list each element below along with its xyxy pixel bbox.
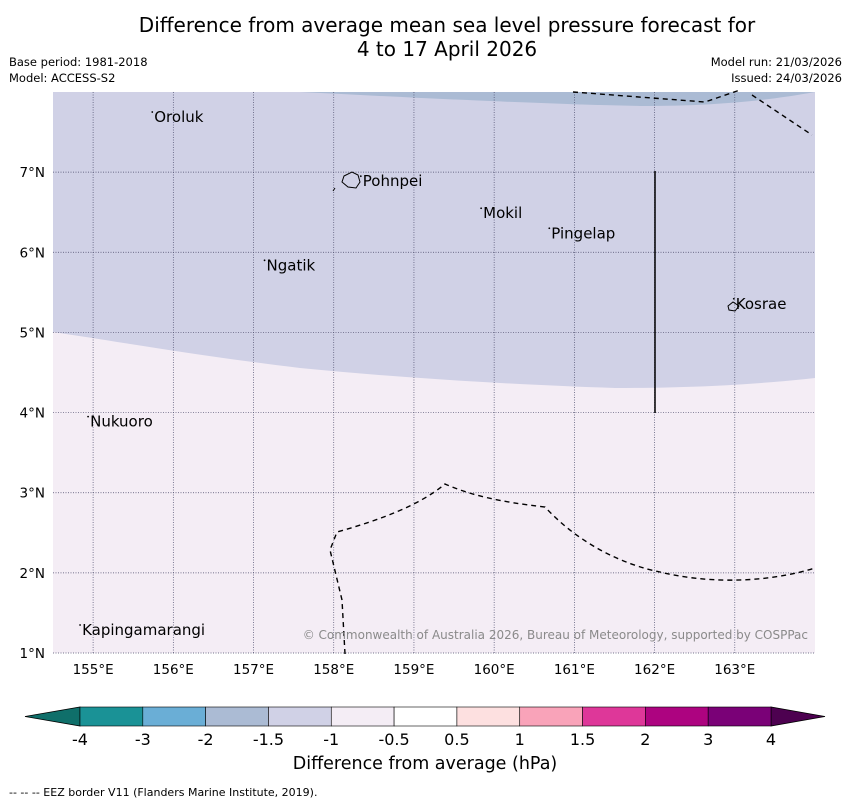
title-line-2: 4 to 17 April 2026 <box>356 37 538 61</box>
longitude-tick-label: 155°E <box>73 662 114 678</box>
colorbar-tick-label: -1.5 <box>253 730 284 749</box>
eez-border-north <box>572 89 741 103</box>
colorbar-segment <box>142 706 206 727</box>
title-line-1: Difference from average mean sea level p… <box>138 13 756 37</box>
place-label: Pohnpei <box>363 172 423 190</box>
latitude-tick-label: 5°N <box>20 325 45 341</box>
latitude-tick-label: 1°N <box>20 646 45 662</box>
fill-minus-2-band <box>300 92 815 106</box>
colorbar-tick-label: -3 <box>135 730 151 749</box>
colorbar-segment <box>393 706 458 727</box>
base-period: Base period: 1981-2018 <box>9 55 148 69</box>
meta-left: Base period: 1981-2018 Model: ACCESS-S2 <box>9 54 148 86</box>
colorbar-tick-label: -2 <box>198 730 214 749</box>
colorbar-tick-label: 0.5 <box>444 730 469 749</box>
place-marker <box>480 207 483 210</box>
latitude-ticks: 7°N 6°N 5°N 4°N 3°N 2°N 1°N <box>20 165 45 662</box>
colorbar-tick-label: 3 <box>703 730 713 749</box>
map-title: Difference from average mean sea level p… <box>0 13 850 61</box>
longitude-ticks: 155°E 156°E 157°E 158°E 159°E 160°E 161°E 162°E… <box>73 662 756 678</box>
longitude-tick-label: 162°E <box>634 662 675 678</box>
colorbar-segment <box>456 706 521 727</box>
place-marker <box>548 227 551 230</box>
colorbar-under-arrow <box>24 706 81 727</box>
colorbar-segment <box>707 706 772 727</box>
colorbar-tick-label: -4 <box>72 730 88 749</box>
colorbar-segment <box>268 706 332 727</box>
map-panel: 155°E 156°E 157°E 158°E 159°E 160°E 161°E 162°E… <box>20 89 816 678</box>
place-label: Ngatik <box>267 256 316 274</box>
colorbar: -4 -3 -2 -1.5 -1 -0.5 0.5 1 1.5 2 3 4 <box>24 706 826 749</box>
longitude-tick-label: 159°E <box>393 662 434 678</box>
place-label: Mokil <box>483 204 522 222</box>
colorbar-segment <box>645 706 709 727</box>
eez-border-northeast <box>751 94 813 136</box>
colorbar-tick-label: 1.5 <box>570 730 595 749</box>
model-run: Model run: 21/03/2026 <box>710 55 842 69</box>
colorbar-over-arrow <box>770 706 826 727</box>
colorbar-segments <box>24 706 826 727</box>
meta-right: Model run: 21/03/2026 Issued: 24/03/2026 <box>711 54 842 86</box>
pohnpei-island <box>341 171 361 189</box>
place-marker <box>79 624 81 626</box>
eez-footnote: -- -- -- EEZ border V11 (Flanders Marine… <box>9 786 318 799</box>
pressure-fill <box>53 92 815 653</box>
island-shapes <box>332 171 740 312</box>
pohnpei-outlier <box>332 187 336 192</box>
colorbar-segment <box>205 706 269 727</box>
colorbar-ticks: -4 -3 -2 -1.5 -1 -0.5 0.5 1 1.5 2 3 4 <box>72 730 776 749</box>
kosrae-island <box>727 301 740 312</box>
place-marker <box>359 175 362 178</box>
colorbar-tick-label: 1 <box>515 730 525 749</box>
eez-border-south <box>329 483 816 655</box>
longitude-tick-label: 161°E <box>554 662 595 678</box>
place-marker <box>87 415 89 418</box>
colorbar-tick-label: -1 <box>323 730 339 749</box>
longitude-tick-label: 157°E <box>233 662 274 678</box>
colorbar-segment <box>519 706 583 727</box>
colorbar-segment <box>582 706 646 727</box>
place-marker <box>732 297 735 300</box>
colorbar-tick-label: 4 <box>766 730 776 749</box>
model-name: Model: ACCESS-S2 <box>9 71 116 85</box>
copyright-notice: © Commonwealth of Australia 2026, Bureau… <box>302 628 808 642</box>
colorbar-segment <box>79 706 144 727</box>
latitude-tick-label: 2°N <box>20 566 45 582</box>
longitude-tick-label: 158°E <box>313 662 354 678</box>
latitude-tick-label: 6°N <box>20 245 45 261</box>
place-marker <box>151 111 154 113</box>
longitude-tick-label: 160°E <box>474 662 515 678</box>
eez-borders <box>329 89 816 655</box>
latitude-tick-label: 7°N <box>20 165 45 181</box>
place-label: Oroluk <box>154 108 203 126</box>
place-label: Kapingamarangi <box>82 621 205 639</box>
fill-minus-1-5-band <box>53 92 815 388</box>
place-label: Nukuoro <box>90 413 153 431</box>
colorbar-tick-label: -0.5 <box>378 730 409 749</box>
longitude-tick-label: 156°E <box>153 662 194 678</box>
colorbar-segment <box>330 706 395 727</box>
place-marker <box>263 259 266 262</box>
longitude-tick-label: 163°E <box>714 662 755 678</box>
latitude-tick-label: 4°N <box>20 406 45 422</box>
latitude-tick-label: 3°N <box>20 486 45 502</box>
colorbar-label: Difference from average (hPa) <box>292 754 558 774</box>
issued-date: Issued: 24/03/2026 <box>731 71 842 85</box>
place-label: Kosrae <box>736 295 787 313</box>
place-label: Pingelap <box>551 224 615 242</box>
colorbar-tick-label: 2 <box>640 730 650 749</box>
place-labels: Oroluk Pohnpei Mokil Pingelap Ngatik Kosrae Nu… <box>79 108 786 639</box>
